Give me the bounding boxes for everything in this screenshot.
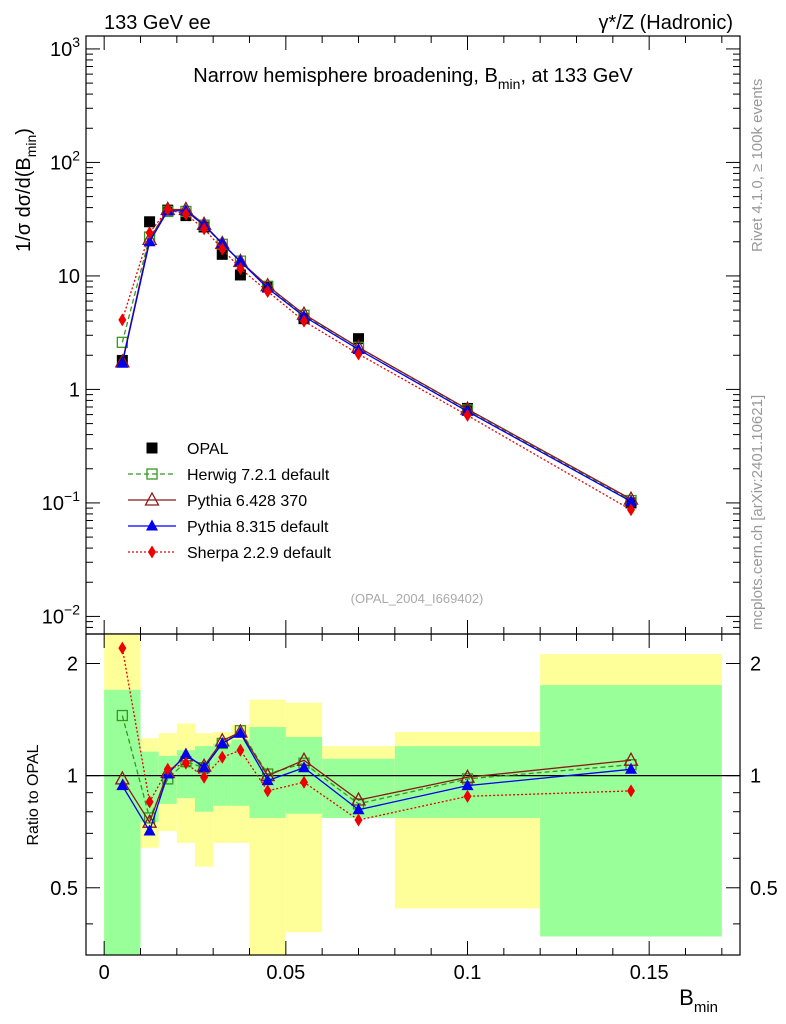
header-right: γ*/Z (Hadronic) (599, 12, 733, 34)
sherpa-2-2-9-default-point (200, 222, 209, 236)
pythia-8-315-default-ratio-point (216, 736, 229, 748)
x-tick-label: 0.1 (454, 962, 482, 984)
legend-label: Sherpa 2.2.9 default (187, 545, 332, 562)
sherpa-2-2-9-default-ratio-line (121, 647, 632, 821)
x-tick-label: 0 (99, 962, 110, 984)
sherpa-2-2-9-default-point (163, 202, 172, 216)
pythia-8-315-default-ratio-point (461, 779, 474, 791)
pythia-6-428-370-ratio-line (121, 731, 632, 824)
x-tick-label: 0.15 (630, 962, 669, 984)
sherpa-2-2-9-default-point (218, 242, 227, 256)
sherpa-2-2-9-default-ratio-point (218, 750, 227, 764)
sherpa-2-2-9-default-point (181, 207, 190, 221)
x-axis-label: Bmin (679, 985, 718, 1016)
main-y-tick-label: 1 (69, 379, 80, 401)
sherpa-2-2-9-default-ratio-point (118, 641, 127, 655)
pythia-8-315-default-ratio-point (625, 762, 637, 774)
sherpa-2-2-9-default-ratio-point (236, 743, 245, 757)
side-label-rivet: Rivet 4.1.0, ≥ 100k events (749, 79, 766, 252)
ratio-inner-band (213, 743, 232, 806)
ratio-y-tick-label-left: 2 (67, 653, 78, 675)
main-y-tick-label: 102 (50, 147, 80, 174)
main-title-sub: min (498, 76, 521, 92)
main-panel: Narrow hemisphere broadening, Bmin, at 1… (13, 34, 741, 635)
main-y-tick-label: 10−2 (42, 601, 80, 628)
sherpa-2-2-9-default-ratio-point (145, 795, 154, 809)
pythia-8-315-default-ratio-point (298, 761, 310, 773)
ratio-inner-band (140, 751, 159, 823)
sherpa-2-2-9-default-point (145, 226, 154, 240)
pythia-8-315-default-ratio-point (116, 779, 129, 791)
legend-label: Pythia 8.315 default (187, 519, 329, 536)
pythia-8-315-default-line (121, 210, 632, 503)
sherpa-2-2-9-default-point (300, 314, 308, 328)
pythia-8-315-default-ratio-point (179, 747, 192, 759)
sherpa-2-2-9-default-ratio-point (627, 784, 635, 798)
sherpa-2-2-9-default-ratio-point (181, 756, 190, 770)
ratio-y-label: Ratio to OPAL (25, 744, 42, 845)
pythia-8-315-default-ratio-point (261, 774, 274, 786)
main-title: Narrow hemisphere broadening, Bmin, at 1… (193, 65, 633, 92)
ratio-inner-band (104, 689, 141, 955)
pythia-8-315-default-ratio-point (234, 726, 247, 738)
header-left: 133 GeV ee (104, 12, 211, 34)
ratio-y-tick-label-right: 2 (750, 653, 761, 675)
side-label-mcplots: mcplots.cern.ch [arXiv:2401.10621] (749, 395, 766, 630)
sherpa-2-2-9-default-ratio-point (263, 784, 272, 798)
opal-point (353, 333, 364, 345)
main-y-label-close: ) (13, 128, 35, 135)
sherpa-2-2-9-default-ratio-point (463, 789, 472, 803)
main-y-tick-label: 10−1 (42, 488, 80, 515)
legend-label: OPAL (187, 441, 229, 458)
sherpa-2-2-9-default-ratio-point (354, 813, 363, 827)
legend-label: Pythia 6.428 370 (187, 493, 307, 510)
legend-marker (146, 442, 158, 454)
pythia-8-315-default-ratio-point (198, 761, 211, 773)
sherpa-2-2-9-default-ratio-point (300, 775, 308, 789)
main-y-tick-label: 103 (50, 34, 80, 61)
legend-marker (148, 545, 156, 559)
herwig-7-2-1-default-ratio-point (116, 709, 128, 722)
sherpa-2-2-9-default-point (118, 313, 127, 327)
watermark: (OPAL_2004_I669402) (351, 591, 484, 606)
ratio-panel: Ratio to OPAL 2 2 1 1 0.5 0.5 0 0.05 0.1 0.15 Bmi… (25, 633, 778, 1016)
sherpa-2-2-9-default-ratio-point (200, 770, 209, 784)
pythia-8-315-default-point (116, 356, 129, 368)
pythia-8-315-default-ratio-line (121, 732, 632, 833)
pythia-8-315-default-point (625, 494, 637, 506)
ratio-y-tick-label-left: 0.5 (50, 878, 78, 900)
legend-marker (144, 491, 160, 506)
main-y-label-text: 1/σ dσ/d(B (13, 157, 35, 252)
main-title-tail: , at 133 GeV (520, 65, 633, 87)
legend-marker (146, 468, 158, 480)
main-y-tick-label: 10 (58, 266, 80, 288)
x-axis-label-text: B (679, 985, 694, 1010)
opal-point (144, 216, 156, 228)
ratio-y-tick-label-left: 1 (67, 766, 78, 788)
pythia-8-315-default-ratio-point (352, 803, 365, 815)
pythia-8-315-default-point (234, 255, 247, 267)
sherpa-2-2-9-default-point (463, 408, 472, 422)
sherpa-2-2-9-default-point (236, 262, 245, 276)
main-title-text: Narrow hemisphere broadening, B (193, 65, 498, 87)
sherpa-2-2-9-default-point (263, 284, 272, 298)
legend-label: Herwig 7.2.1 default (187, 467, 330, 484)
legend-marker (146, 519, 158, 531)
pythia-8-315-default-ratio-point (143, 824, 156, 836)
sherpa-2-2-9-default-ratio-point (163, 762, 172, 776)
ratio-plot-frame (85, 633, 741, 956)
main-y-label-sub: min (23, 135, 39, 158)
ratio-y-tick-label-right: 0.5 (750, 878, 778, 900)
x-tick-label: 0.05 (266, 962, 305, 984)
ratio-y-tick-label-right: 1 (750, 766, 761, 788)
x-axis-label-sub: min (694, 999, 718, 1016)
main-y-label: 1/σ dσ/d(Bmin) (13, 128, 39, 252)
sherpa-2-2-9-default-point (354, 347, 363, 361)
ratio-inner-band (540, 685, 722, 937)
main-plot-frame (85, 35, 741, 635)
sherpa-2-2-9-default-point (627, 503, 635, 517)
